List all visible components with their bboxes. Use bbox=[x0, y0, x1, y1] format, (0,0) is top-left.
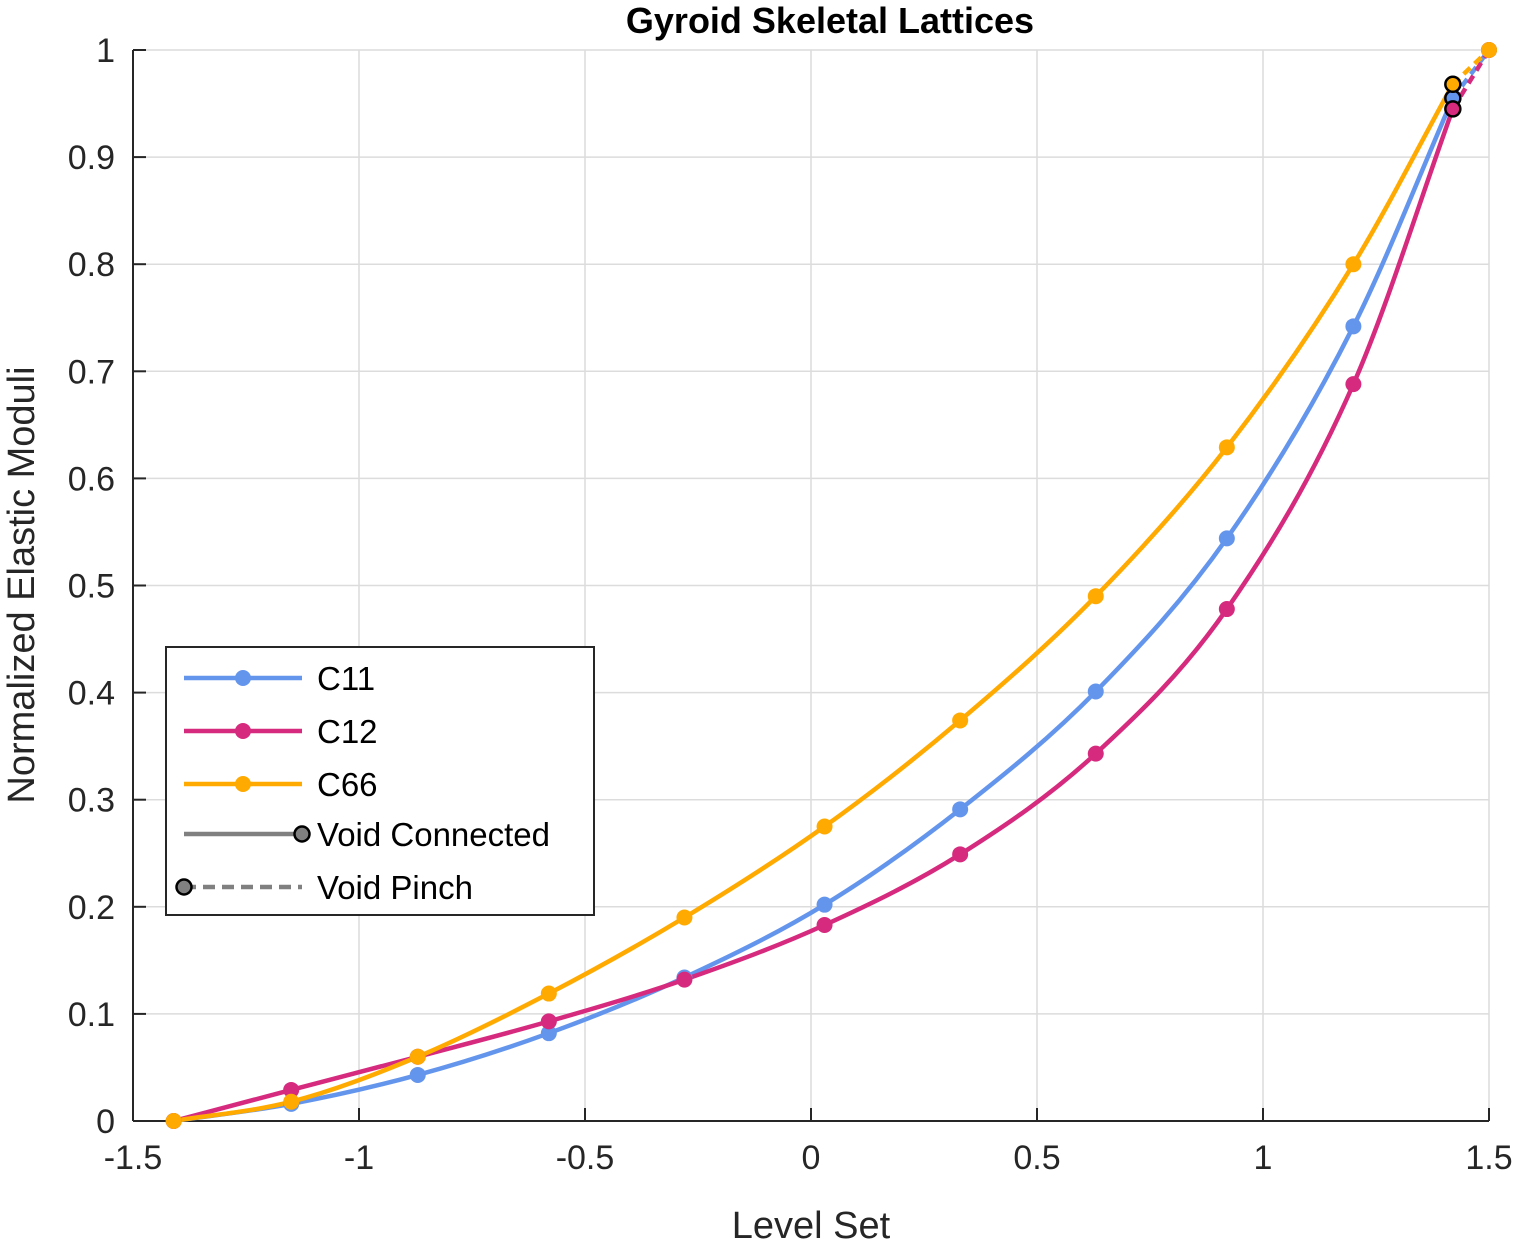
legend-label-c12: C12 bbox=[317, 713, 378, 750]
legend: C11 C12 C66 Void Connected Void Pinch bbox=[165, 646, 595, 916]
legend-marker-void-pinch bbox=[175, 878, 193, 896]
y-tick-label: 0.9 bbox=[68, 139, 115, 177]
data-point-c11 bbox=[540, 1025, 557, 1042]
y-tick-label: 0.8 bbox=[68, 246, 115, 284]
data-point-c12 bbox=[1087, 745, 1104, 762]
legend-marker-void-connected bbox=[293, 825, 311, 843]
data-point-c11 bbox=[409, 1066, 426, 1083]
series-dashed-c12 bbox=[1450, 48, 1491, 111]
y-tick-label: 0.4 bbox=[68, 675, 115, 713]
x-tick-label: 1.5 bbox=[1465, 1139, 1512, 1177]
pinch-point-c12 bbox=[1444, 100, 1462, 118]
legend-label-void-pinch: Void Pinch bbox=[317, 869, 473, 906]
series-dashed-c11 bbox=[1451, 48, 1491, 100]
data-point-c66 bbox=[1345, 256, 1362, 273]
y-tick-label: 0.7 bbox=[68, 353, 115, 391]
data-point-c11 bbox=[1345, 318, 1362, 335]
data-point-c66 bbox=[283, 1093, 300, 1110]
x-tick-label: 1 bbox=[1254, 1139, 1273, 1177]
marker-layer bbox=[165, 42, 1497, 1129]
data-point-c11 bbox=[816, 896, 833, 913]
legend-box bbox=[165, 646, 595, 916]
end-point-c66 bbox=[1481, 42, 1497, 58]
data-point-c66 bbox=[1218, 439, 1235, 456]
data-point-c66 bbox=[816, 818, 833, 835]
legend-marker-c66 bbox=[235, 776, 251, 792]
data-point-c66 bbox=[676, 909, 693, 926]
data-point-c12 bbox=[283, 1081, 300, 1098]
legend-marker-c11 bbox=[235, 670, 251, 686]
legend-label-void-connected: Void Connected bbox=[317, 816, 550, 853]
data-point-c12 bbox=[816, 917, 833, 934]
data-point-c12 bbox=[952, 846, 969, 863]
y-tick-label: 1 bbox=[96, 32, 115, 70]
data-point-c11 bbox=[1218, 530, 1235, 547]
data-point-c12 bbox=[1345, 376, 1362, 393]
data-point-c66 bbox=[540, 985, 557, 1002]
legend-marker-c12 bbox=[235, 723, 251, 739]
legend-label-c11: C11 bbox=[317, 660, 375, 697]
data-point-c12 bbox=[1218, 601, 1235, 618]
axes: -1.5 -1 -0.5 0 0.5 1 1.5 0 0.1 0.2 0.3 0.4 0.5 0.6 0.7… bbox=[68, 32, 1513, 1177]
x-axis-title: Level Set bbox=[732, 1205, 891, 1244]
chart-title: Gyroid Skeletal Lattices bbox=[626, 0, 1034, 41]
data-point-c11 bbox=[1087, 683, 1104, 700]
data-point-c66 bbox=[1087, 588, 1104, 605]
y-tick-label: 0.6 bbox=[68, 460, 115, 498]
x-tick-label: 0 bbox=[802, 1139, 821, 1177]
pinch-point-c66 bbox=[1444, 75, 1462, 94]
data-point-c66 bbox=[409, 1048, 426, 1065]
data-point-c11 bbox=[952, 801, 969, 818]
data-point-c66 bbox=[952, 712, 969, 729]
x-tick-label: -1 bbox=[344, 1139, 374, 1177]
data-point-c66 bbox=[165, 1113, 182, 1129]
y-tick-label: 0.3 bbox=[68, 782, 115, 820]
y-axis-title: Normalized Elastic Moduli bbox=[1, 366, 43, 803]
legend-label-c66: C66 bbox=[317, 766, 378, 803]
y-tick-label: 0.2 bbox=[68, 889, 115, 927]
x-tick-label: 0.5 bbox=[1013, 1139, 1060, 1177]
y-tick-label: 0.5 bbox=[68, 568, 115, 606]
data-point-c12 bbox=[540, 1013, 557, 1030]
y-tick-label: 0.1 bbox=[68, 996, 115, 1034]
x-tick-label: -0.5 bbox=[556, 1139, 615, 1177]
y-tick-label: 0 bbox=[96, 1103, 115, 1141]
x-tick-label: -1.5 bbox=[104, 1139, 163, 1177]
data-point-c12 bbox=[676, 971, 693, 988]
